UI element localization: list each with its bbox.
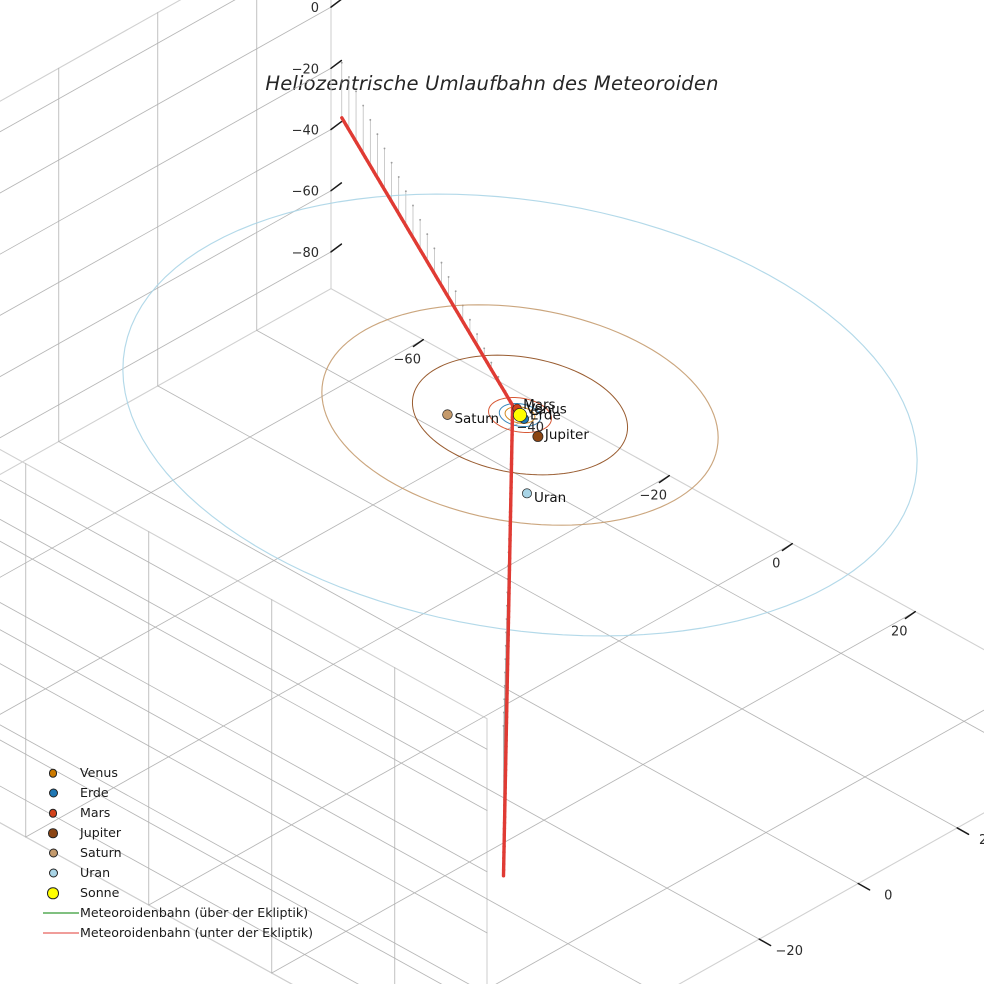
legend-marker-icon: [48, 788, 58, 798]
legend-marker-icon: [48, 868, 58, 878]
axis-ticks: [330, 0, 970, 947]
legend-label: Mars: [80, 805, 111, 820]
legend-label: Meteoroidenbahn (über der Ekliptik): [80, 905, 309, 920]
axis-tick-labels: −60−40−2002040−60−40−2002040200−20−40−60…: [292, 1, 984, 959]
legend-key-marker: [42, 783, 80, 803]
legend: Venus Erde Mars Jupiter Saturn Uran Sonne Meteo…: [42, 763, 342, 943]
legend-item-erde[interactable]: Erde: [42, 783, 342, 803]
legend-item-meteoroidenbahn-unter-der-ekliptik[interactable]: Meteoroidenbahn (unter der Ekliptik): [42, 923, 342, 943]
legend-key-marker: [42, 843, 80, 863]
legend-marker-icon: [48, 768, 58, 778]
legend-key-line: [42, 903, 80, 923]
x-tick-3: 0: [772, 557, 780, 572]
x-tick-0: −60: [394, 353, 421, 368]
legend-marker-icon: [48, 828, 58, 838]
legend-key-marker: [42, 863, 80, 883]
x-tick-4: 20: [891, 625, 908, 640]
meteoroid-trajectory: [340, 116, 515, 878]
body-label-jupiter: Jupiter: [544, 427, 589, 443]
legend-item-sonne[interactable]: Sonne: [42, 883, 342, 903]
legend-key-marker: [42, 803, 80, 823]
page-title: Heliozentrische Umlaufbahn des Meteoroid…: [265, 72, 719, 95]
legend-item-jupiter[interactable]: Jupiter: [42, 823, 342, 843]
legend-key-marker: [42, 763, 80, 783]
legend-item-uran[interactable]: Uran: [42, 863, 342, 883]
z-tick-1: 0: [311, 1, 319, 16]
legend-item-venus[interactable]: Venus: [42, 763, 342, 783]
x-tick-2: −20: [640, 489, 667, 504]
y-tick-3: 0: [884, 889, 892, 904]
legend-label: Meteoroidenbahn (unter der Ekliptik): [80, 925, 314, 940]
y-tick-2: −20: [776, 944, 803, 959]
body-label-erde: Erde: [530, 407, 561, 423]
body-label-mars: Mars: [523, 397, 556, 413]
x-tick-1: −40: [517, 421, 544, 436]
legend-key-marker: [42, 883, 80, 903]
legend-key-marker: [42, 823, 80, 843]
legend-item-mars[interactable]: Mars: [42, 803, 342, 823]
legend-label: Erde: [80, 785, 109, 800]
body-label-uran: Uran: [534, 490, 566, 506]
legend-label: Uran: [80, 865, 111, 880]
body-label-saturn: Saturn: [454, 411, 499, 427]
legend-marker-icon: [47, 887, 59, 899]
z-tick-4: −60: [292, 185, 319, 200]
planet-orbits: [122, 193, 918, 637]
y-tick-4: 20: [979, 833, 984, 848]
legend-key-line: [42, 923, 80, 943]
legend-item-meteoroidenbahn-ber-der-ekliptik[interactable]: Meteoroidenbahn (über der Ekliptik): [42, 903, 342, 923]
legend-label: Sonne: [80, 885, 120, 900]
z-tick-5: −80: [292, 246, 319, 261]
legend-label: Venus: [80, 765, 118, 780]
legend-item-saturn[interactable]: Saturn: [42, 843, 342, 863]
z-tick-3: −40: [292, 124, 319, 139]
legend-line-icon: [43, 932, 79, 934]
z-tick-2: −20: [292, 62, 319, 77]
legend-label: Saturn: [80, 845, 122, 860]
legend-line-icon: [43, 912, 79, 914]
legend-marker-icon: [48, 808, 58, 818]
legend-marker-icon: [48, 848, 58, 858]
body-label-venus: Venus: [526, 401, 567, 417]
legend-label: Jupiter: [80, 825, 122, 840]
